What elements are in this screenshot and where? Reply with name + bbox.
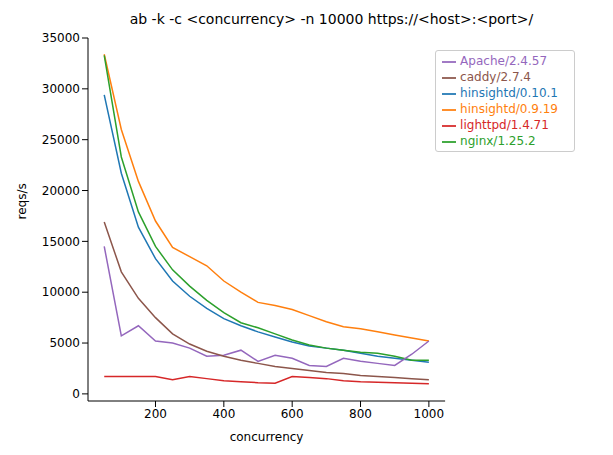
svg-text:15000: 15000 — [42, 235, 80, 249]
svg-text:400: 400 — [212, 407, 235, 421]
svg-text:reqs/s: reqs/s — [15, 183, 29, 219]
svg-text:200: 200 — [144, 407, 167, 421]
svg-text:concurrency: concurrency — [230, 430, 304, 444]
svg-text:20000: 20000 — [42, 184, 80, 198]
svg-text:1000: 1000 — [414, 407, 445, 421]
html-text:hinsightd/0.10.1: hinsightd/0.10.1 — [460, 86, 558, 100]
svg-text:600: 600 — [281, 407, 304, 421]
html-text:ab -k -c <concurrency> -n 1000: ab -k -c <concurrency> -n 10000 https://… — [129, 11, 534, 27]
svg-text:10000: 10000 — [42, 285, 80, 299]
svg-text:30000: 30000 — [42, 82, 80, 96]
svg-text:0: 0 — [72, 387, 80, 401]
html-text:Apache/2.4.57: Apache/2.4.57 — [460, 54, 548, 68]
svg-text:25000: 25000 — [42, 133, 80, 147]
html-text:lighttpd/1.4.71: lighttpd/1.4.71 — [460, 118, 549, 132]
svg-text:800: 800 — [349, 407, 372, 421]
html-text:caddy/2.7.4: caddy/2.7.4 — [460, 70, 531, 84]
html-text:nginx/1.25.2: nginx/1.25.2 — [460, 134, 536, 148]
html-text:hinsightd/0.9.19: hinsightd/0.9.19 — [460, 102, 558, 116]
svg-text:35000: 35000 — [42, 31, 80, 45]
svg-text:5000: 5000 — [49, 336, 80, 350]
